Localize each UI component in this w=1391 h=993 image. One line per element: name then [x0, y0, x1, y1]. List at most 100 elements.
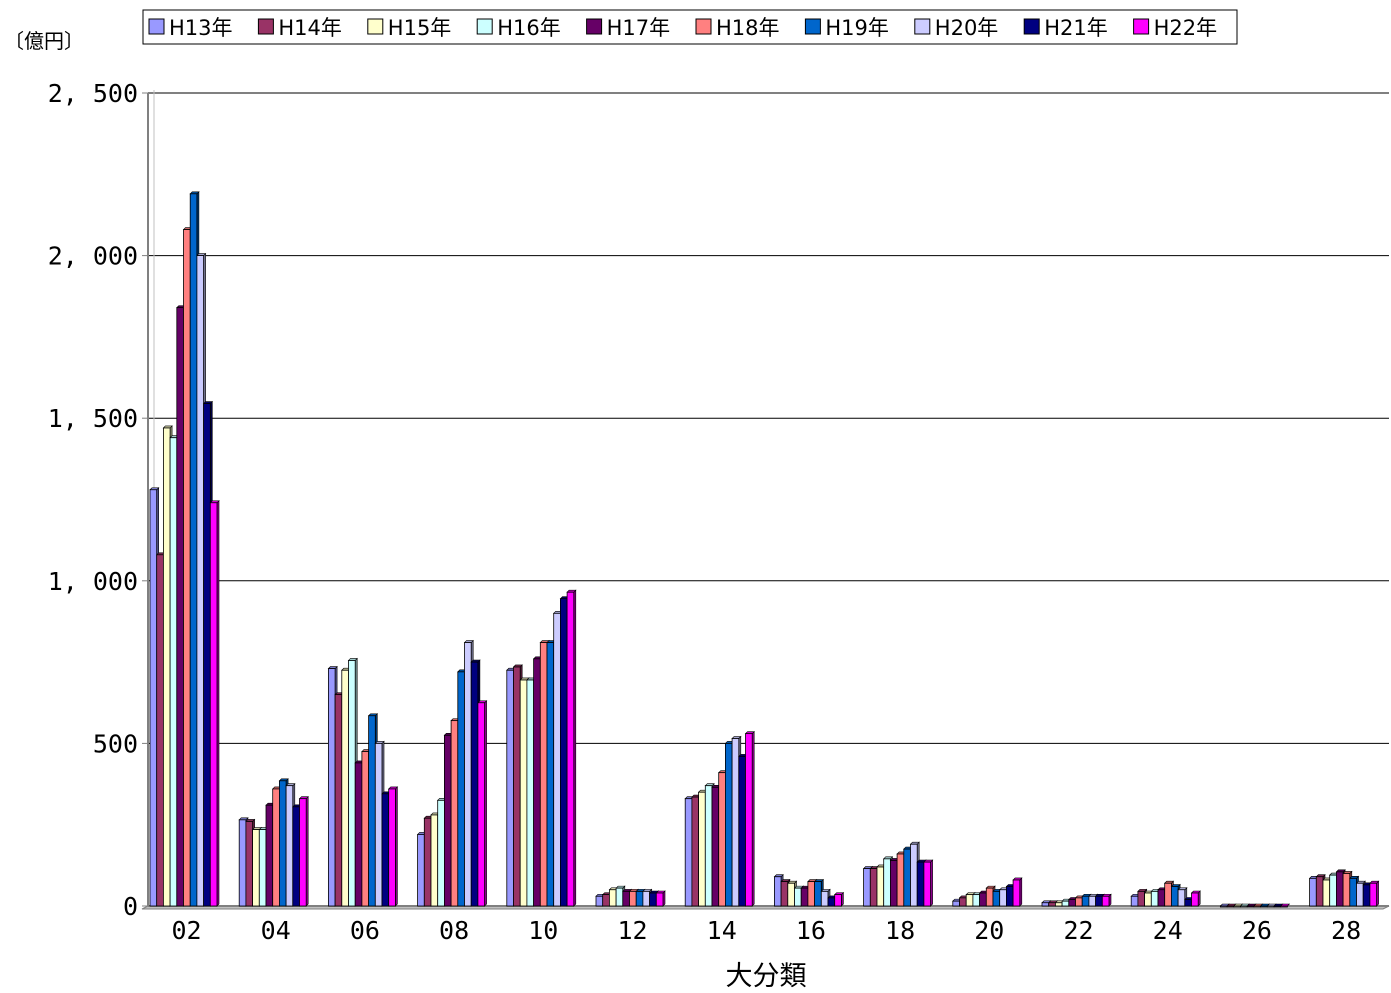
- bar-front: [655, 892, 664, 907]
- bar-front: [698, 791, 706, 907]
- legend-swatch: [586, 18, 603, 35]
- bar-front: [972, 894, 981, 907]
- bar-front: [820, 890, 829, 907]
- bar-front: [684, 798, 693, 907]
- bar-front: [368, 715, 376, 907]
- bar-front: [457, 671, 465, 907]
- bar-front: [979, 892, 987, 907]
- bar: [744, 730, 755, 907]
- bar-front: [285, 785, 294, 907]
- bar-front: [1342, 873, 1351, 907]
- bar-front: [176, 307, 184, 907]
- bar-front: [602, 894, 610, 907]
- bar-front: [923, 861, 932, 907]
- bar-front: [1191, 892, 1199, 907]
- bar-front: [876, 866, 885, 907]
- y-tick-label: 2, 500: [48, 79, 138, 108]
- legend-label: H20年: [935, 16, 999, 40]
- bar-front: [787, 882, 795, 907]
- x-tick-label: 22: [1063, 916, 1093, 945]
- x-axis-title: 大分類: [726, 961, 807, 989]
- bar-front: [1164, 882, 1172, 907]
- y-unit-label: 〔億円〕: [4, 29, 84, 53]
- bar-front: [1075, 897, 1083, 907]
- bar-front: [869, 868, 878, 907]
- bar-front: [437, 799, 445, 907]
- bar: [477, 700, 488, 907]
- bar: [209, 500, 220, 907]
- x-tick-label: 12: [617, 916, 647, 945]
- bar-front: [1041, 902, 1050, 907]
- bar-front: [635, 890, 644, 907]
- bar-front: [985, 887, 994, 907]
- legend-label: H22年: [1154, 16, 1218, 40]
- bar-front: [169, 437, 178, 907]
- bar-front: [992, 890, 1001, 907]
- x-tick-label: 24: [1153, 916, 1183, 945]
- y-tick-label: 500: [93, 729, 138, 758]
- bar-front: [341, 669, 349, 907]
- bar-front: [1130, 895, 1139, 907]
- y-tick-label: 1, 500: [48, 404, 138, 433]
- bar-front: [430, 814, 439, 907]
- bar-front: [1240, 905, 1248, 908]
- bar-front: [553, 612, 561, 907]
- bar-front: [622, 890, 630, 907]
- bar-front: [1150, 890, 1159, 907]
- bar-front: [780, 881, 789, 907]
- bar-front: [299, 798, 307, 907]
- bar-front: [738, 756, 746, 907]
- bar-front: [807, 881, 816, 907]
- bar-front: [959, 897, 967, 907]
- bar-front: [354, 762, 363, 907]
- legend-label: H13年: [169, 16, 233, 40]
- bar: [566, 589, 577, 907]
- y-tick-label: 0: [123, 892, 138, 921]
- bar-front: [629, 890, 637, 907]
- bar-front: [388, 788, 396, 907]
- bar-front: [292, 806, 300, 907]
- bar-front: [1260, 905, 1268, 908]
- bar: [1279, 903, 1291, 908]
- bar-front: [526, 679, 535, 907]
- bar-front: [916, 861, 925, 907]
- bar-front: [952, 900, 960, 907]
- bar-front: [1055, 902, 1063, 907]
- bar-front: [477, 702, 485, 907]
- x-tick-label: 04: [261, 916, 291, 945]
- bar-front: [718, 772, 726, 907]
- bar-front: [1081, 895, 1090, 907]
- bar-front: [533, 658, 541, 907]
- bar-front: [615, 887, 624, 907]
- legend-swatch: [1133, 18, 1150, 35]
- bar-front: [794, 887, 802, 907]
- x-tick-label: 14: [707, 916, 737, 945]
- legend-swatch: [148, 18, 165, 35]
- bar: [833, 891, 845, 907]
- bar-front: [1088, 895, 1097, 907]
- legend-label: H16年: [497, 16, 561, 40]
- bar-front: [1226, 905, 1235, 908]
- x-tick-label: 10: [528, 916, 558, 945]
- x-tick-label: 18: [885, 916, 915, 945]
- bar-front: [642, 890, 651, 907]
- legend-label: H19年: [825, 16, 889, 40]
- bar-front: [745, 733, 753, 907]
- bar-front: [506, 669, 514, 907]
- legend-swatch: [804, 18, 821, 35]
- bar-front: [1220, 905, 1228, 908]
- bar-front: [827, 897, 836, 907]
- bar-front: [1356, 882, 1364, 907]
- bar-front: [443, 734, 452, 907]
- bar-layer: [149, 191, 1380, 908]
- legend-swatch: [476, 18, 493, 35]
- bar-front: [245, 821, 253, 907]
- bar-front: [1280, 905, 1288, 908]
- bar: [1190, 890, 1201, 907]
- bar-front: [470, 661, 479, 907]
- bar-front: [800, 887, 809, 907]
- bar-front: [1048, 902, 1056, 907]
- x-tick-label: 26: [1242, 916, 1272, 945]
